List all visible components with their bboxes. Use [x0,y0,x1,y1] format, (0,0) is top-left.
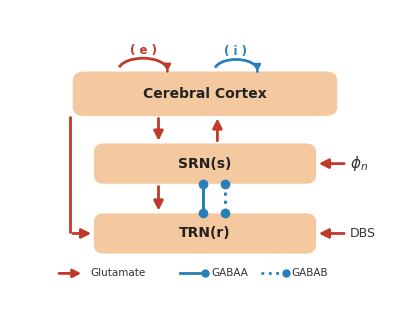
Text: SRN(s): SRN(s) [178,156,232,171]
Text: Cerebral Cortex: Cerebral Cortex [143,87,267,101]
Text: GABAB: GABAB [292,268,328,278]
Text: DBS: DBS [350,227,376,240]
Text: TRN(r): TRN(r) [179,226,231,240]
Text: $\phi_n$: $\phi_n$ [350,154,368,173]
Text: Glutamate: Glutamate [90,268,146,278]
FancyBboxPatch shape [94,144,316,184]
FancyBboxPatch shape [94,213,316,254]
Text: ( i ): ( i ) [224,45,248,58]
FancyBboxPatch shape [73,72,337,116]
Text: ( e ): ( e ) [130,44,156,57]
Text: GABAA: GABAA [211,268,248,278]
